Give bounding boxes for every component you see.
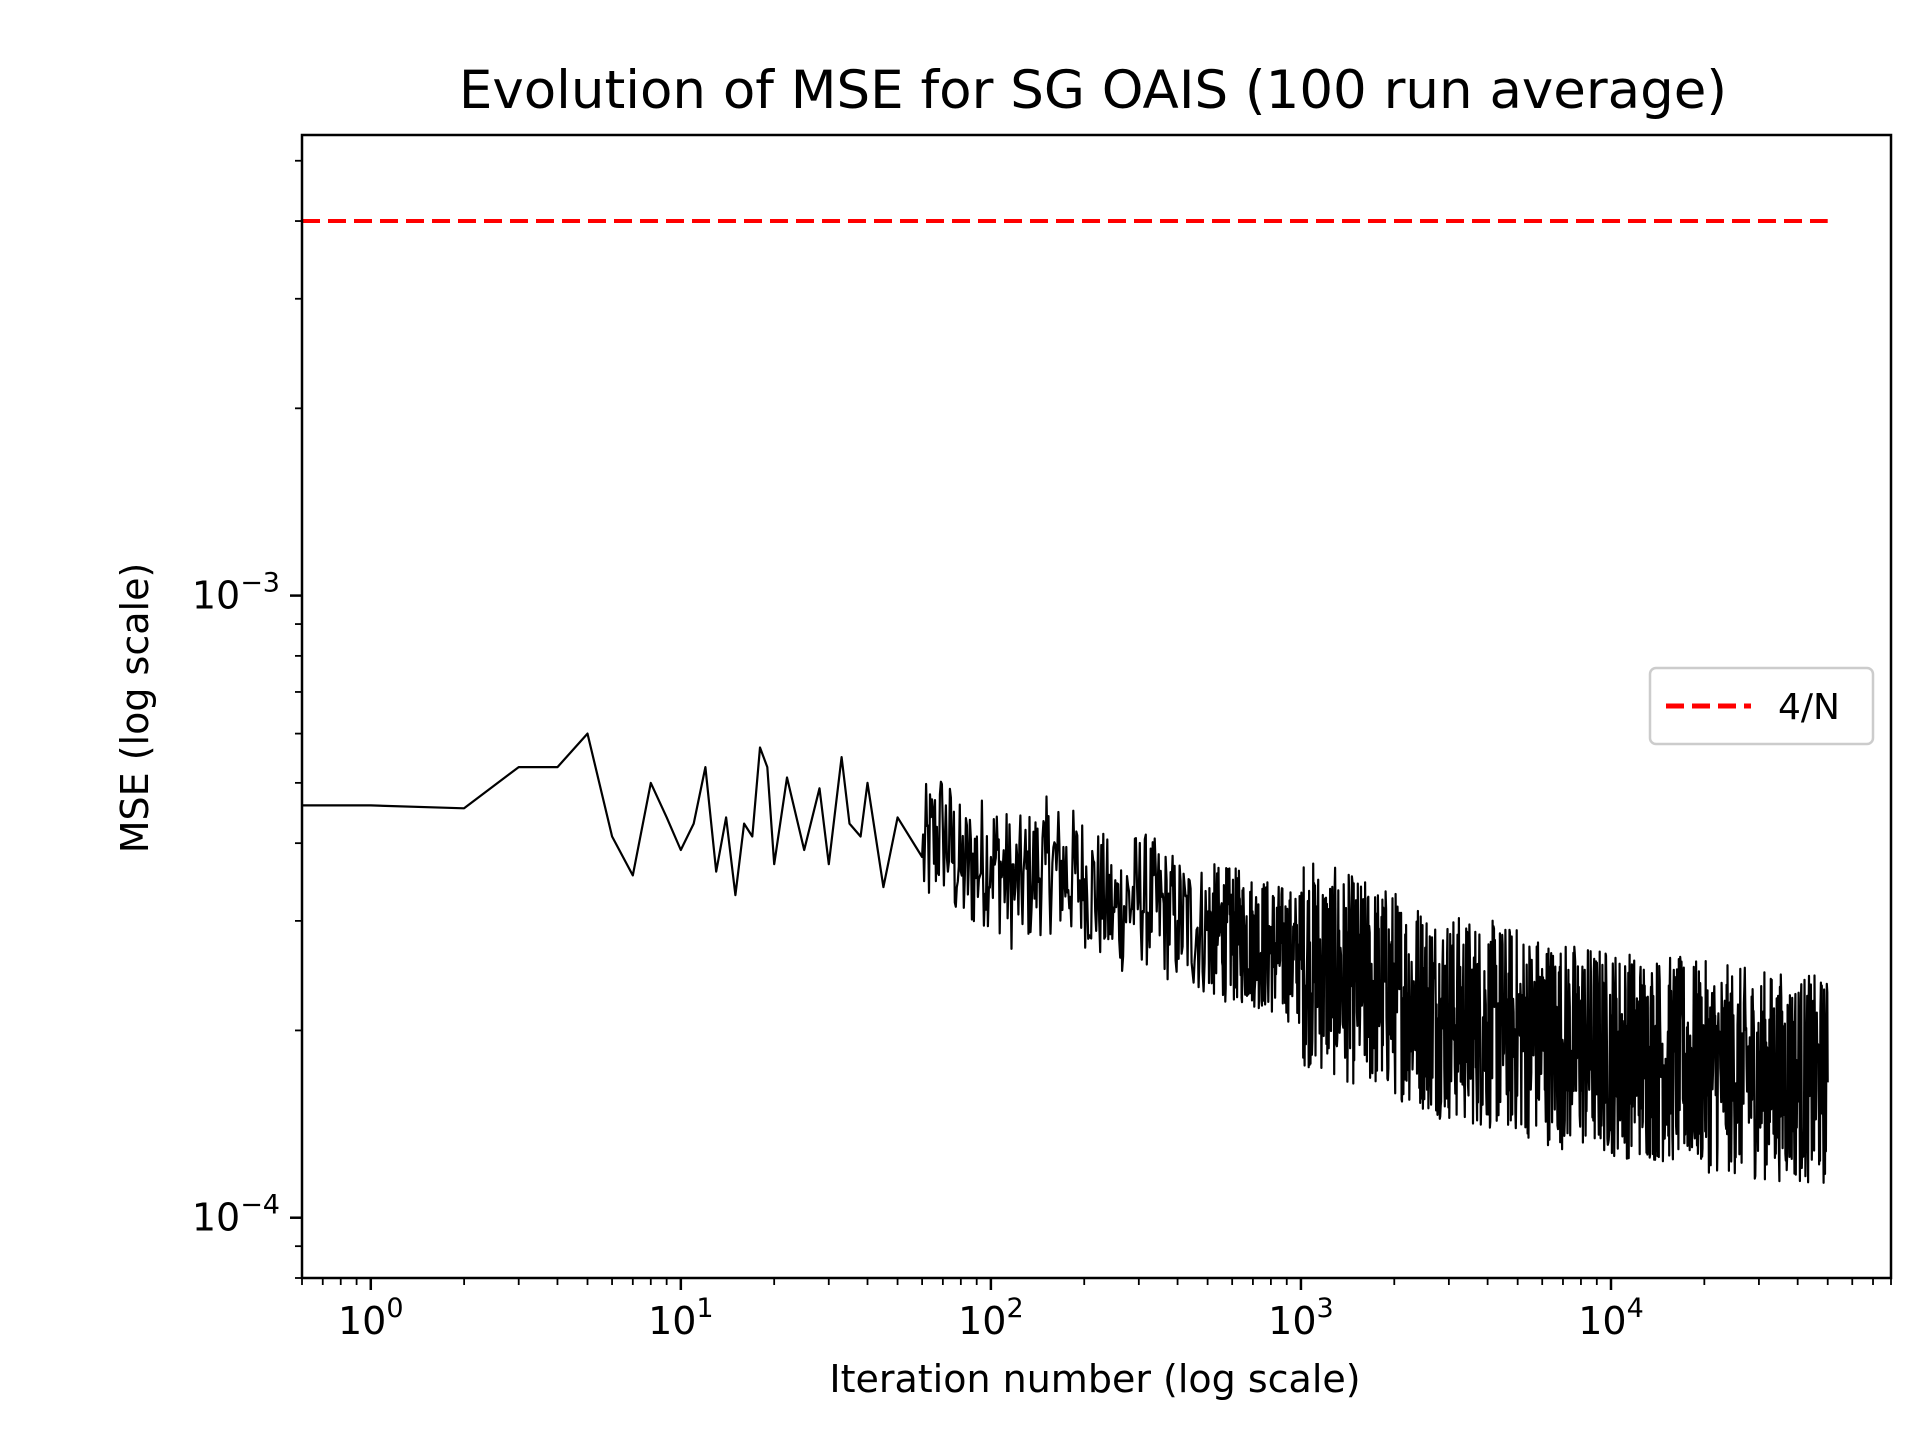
legend-box xyxy=(1648,666,1875,746)
x-tick-label: 101 xyxy=(648,1293,714,1343)
axis-ticks: 100 101 102 103 104 10−3 10−4 xyxy=(192,159,1892,1343)
y-tick-label: 10−3 xyxy=(192,568,280,618)
x-tick-label: 100 xyxy=(338,1293,404,1343)
plot-series xyxy=(302,219,1829,1184)
x-tick-label: 104 xyxy=(1578,1293,1644,1343)
legend-label-4-over-n: 4/N xyxy=(1778,687,1840,728)
y-axis-label: MSE (log scale) xyxy=(113,563,157,854)
mse-series-line xyxy=(302,732,1829,1184)
x-tick-label: 102 xyxy=(958,1293,1024,1343)
legend: 4/N xyxy=(1648,666,1875,746)
chart-title: Evolution of MSE for SG OAIS (100 run av… xyxy=(459,60,1727,121)
x-tick-label: 103 xyxy=(1268,1293,1334,1343)
plot-area-frame xyxy=(300,133,1893,1280)
y-tick-label: 10−4 xyxy=(192,1190,280,1240)
x-axis-label: Iteration number (log scale) xyxy=(829,1357,1360,1401)
